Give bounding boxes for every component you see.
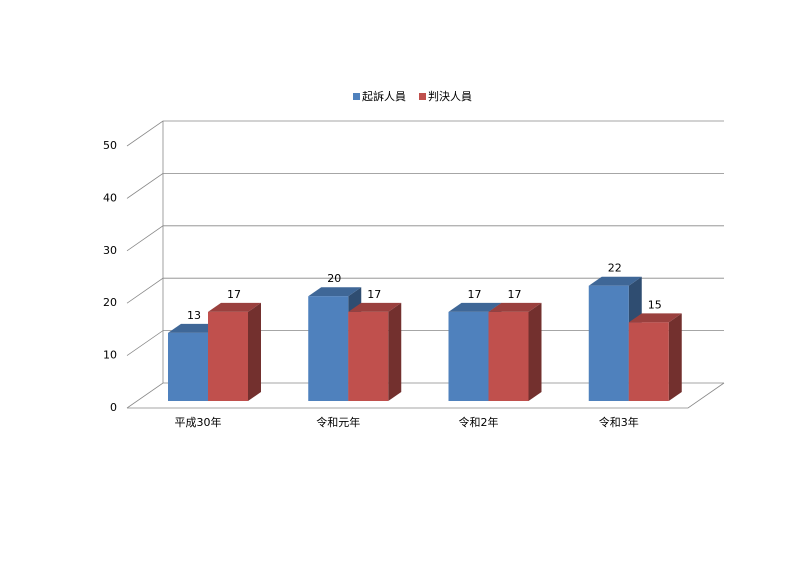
grid-line — [126, 277, 724, 304]
data-label: 17 — [468, 288, 482, 301]
bar-side — [248, 302, 261, 401]
legend-swatch — [419, 93, 426, 100]
bar-top — [628, 313, 682, 323]
data-label: 13 — [187, 309, 201, 322]
bar-top — [588, 276, 642, 286]
data-label: 17 — [227, 288, 241, 301]
data-label: 17 — [508, 288, 522, 301]
legend-label: 起訴人員 — [362, 89, 406, 103]
y-tick-label: 40 — [103, 191, 117, 204]
grid-line — [126, 225, 724, 252]
grid-line — [126, 172, 724, 199]
bar-top — [488, 302, 542, 312]
bar — [168, 332, 208, 401]
bar-top — [208, 302, 261, 312]
bar-top — [308, 287, 362, 297]
bar — [588, 285, 629, 401]
floor-edge — [127, 382, 725, 409]
y-tick-label: 30 — [103, 244, 117, 257]
bar — [308, 296, 349, 401]
bar — [448, 311, 489, 401]
data-label: 15 — [648, 298, 662, 311]
y-tick-label: 10 — [103, 349, 117, 362]
bar-side — [668, 313, 682, 401]
y-tick-label: 50 — [103, 139, 117, 152]
bar — [208, 311, 248, 401]
legend: 起訴人員 判決人員 — [353, 89, 472, 103]
legend-swatch — [353, 93, 360, 100]
x-tick-label: 令和3年 — [599, 415, 639, 429]
bar-top — [448, 302, 502, 312]
data-label: 20 — [327, 272, 341, 285]
bar-top — [348, 302, 402, 312]
grid-line — [126, 120, 724, 147]
bar — [348, 311, 389, 401]
data-label: 17 — [367, 288, 381, 301]
data-label: 22 — [608, 262, 622, 275]
x-tick-label: 平成30年 — [175, 415, 222, 429]
bar-side — [528, 302, 542, 401]
bar-top — [168, 323, 221, 333]
bar — [628, 322, 669, 401]
legend-label: 判決人員 — [428, 90, 472, 103]
bar-side — [388, 302, 402, 401]
y-tick-label: 0 — [110, 401, 117, 414]
x-tick-label: 令和元年 — [316, 415, 360, 429]
y-tick-label: 20 — [103, 296, 117, 309]
x-tick-label: 令和2年 — [459, 415, 499, 429]
bar — [488, 311, 529, 401]
